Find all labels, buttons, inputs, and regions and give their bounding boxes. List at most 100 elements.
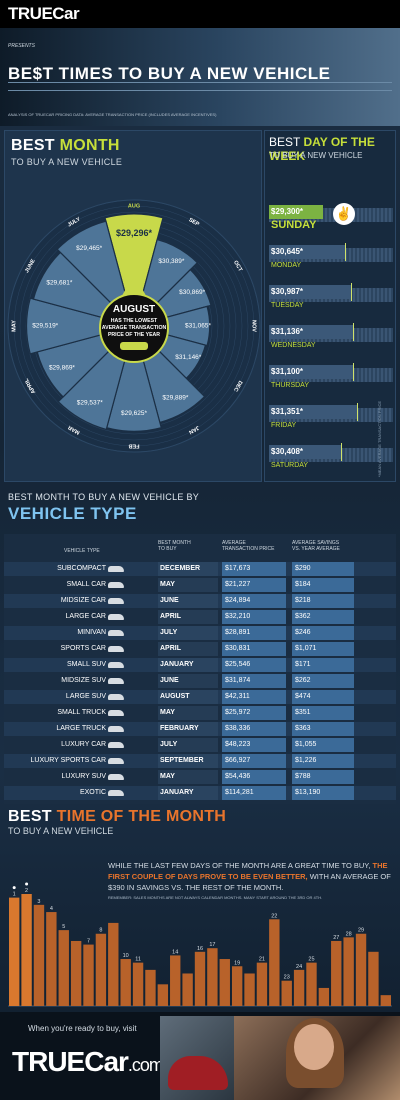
car-icon — [108, 646, 124, 652]
savings-cell: $788 — [292, 770, 354, 784]
best-month-cell: SEPTEMBER — [158, 754, 218, 768]
month-name-may: MAY — [11, 320, 17, 332]
best-month-cell: JUNE — [158, 594, 218, 608]
time-of-month-note: REMEMBER: SALES MONTHS ARE NOT ALWAYS CA… — [108, 895, 323, 900]
car-icon — [108, 678, 124, 684]
vehicle-type-cell: MIDSIZE SUV — [61, 677, 106, 684]
car-icon — [108, 630, 124, 636]
day-marker — [341, 443, 343, 461]
car-icon — [108, 566, 124, 572]
best-month-cell: MAY — [158, 578, 218, 592]
footer-logo[interactable]: TRUECar — [12, 1046, 129, 1077]
month-name-mar: MAR — [67, 424, 81, 435]
title-highlight: DAY OF THE WEEK — [269, 135, 375, 163]
price-cell: $31,874 — [222, 674, 286, 688]
day-bar-2 — [21, 894, 32, 1006]
day-label-8: 8 — [99, 928, 102, 934]
highlight-dot — [12, 886, 16, 890]
month-price-june: $29,681* — [46, 280, 72, 287]
day-name: WEDNESDAY — [271, 342, 316, 349]
day-label-23: 23 — [284, 975, 290, 981]
time-of-month-description: WHILE THE LAST FEW DAYS OF THE MONTH ARE… — [108, 860, 393, 893]
truecar-link[interactable]: TRUECar.com — [12, 1046, 164, 1078]
best-month-cell: AUGUST — [158, 690, 218, 704]
day-bar-18 — [219, 959, 230, 1006]
price-cell: $25,546 — [222, 658, 286, 672]
day-bar-6 — [70, 940, 82, 1006]
price-cell: $24,894 — [222, 594, 286, 608]
car-icon — [108, 582, 124, 588]
vehicle-type-cell: SMALL SUV — [66, 661, 106, 668]
col-header-savings-1: AVERAGE SAVINGS — [292, 540, 340, 546]
day-price: $30,408* — [271, 447, 304, 456]
day-label-11: 11 — [135, 957, 141, 963]
table-row: MIDSIZE SUV JUNE $31,874 $262 — [4, 674, 396, 688]
best-month-cell: APRIL — [158, 642, 218, 656]
day-name: THURSDAY — [271, 382, 309, 389]
best-month-title: BEST MONTH — [11, 137, 120, 155]
day-bar-13 — [157, 984, 169, 1006]
title-prefix: BEST — [11, 137, 60, 154]
month-name-oct: OCT — [232, 260, 243, 274]
day-row-saturday: $30,408* SATURDAY — [269, 443, 393, 475]
savings-cell: $351 — [292, 706, 354, 720]
truecar-logo[interactable]: TRUECar — [8, 4, 80, 23]
vehicle-type-cell: LUXURY SUV — [61, 773, 106, 780]
car-icon — [108, 694, 124, 700]
day-bar — [269, 325, 354, 339]
best-day-subtitle: TO BUY A NEW VEHICLE — [269, 151, 363, 160]
car-illustration — [168, 1056, 228, 1090]
table-row: SUBCOMPACT DECEMBER $17,673 $290 — [4, 562, 396, 576]
woman-photo — [234, 1016, 400, 1100]
day-label-27: 27 — [333, 935, 339, 941]
center-month: AUGUST — [113, 304, 155, 315]
col-header-price-2: TRANSACTION PRICE — [222, 546, 275, 552]
center-disc — [99, 293, 169, 363]
footer-logo-com[interactable]: .com — [127, 1055, 164, 1075]
table-row: LARGE SUV AUGUST $42,311 $474 — [4, 690, 396, 704]
day-bar-14 — [170, 955, 181, 1006]
savings-cell: $362 — [292, 610, 354, 624]
price-cell: $48,223 — [222, 738, 286, 752]
vehicle-type-cell: SPORTS CAR — [60, 645, 106, 652]
vehicle-type-header: BEST MONTH TO BUY A NEW VEHICLE BY VEHIC… — [8, 492, 199, 524]
table-row: MINIVAN JULY $28,891 $246 — [4, 626, 396, 640]
day-label-19: 19 — [234, 960, 240, 966]
day-name: SUNDAY — [271, 219, 317, 231]
divider — [8, 90, 392, 91]
center-text: HAS THE LOWEST — [111, 318, 158, 324]
description-part-1: WHILE THE LAST FEW DAYS OF THE MONTH ARE… — [108, 861, 373, 870]
day-label-5: 5 — [62, 924, 65, 930]
footer-ready-text: When you're ready to buy, visit — [28, 1024, 137, 1033]
savings-cell: $218 — [292, 594, 354, 608]
price-cell: $17,673 — [222, 562, 286, 576]
day-price: $31,100* — [271, 367, 304, 376]
day-bar-16 — [194, 951, 206, 1006]
day-marker — [353, 323, 355, 341]
best-month-cell: JULY — [158, 738, 218, 752]
best-month-cell: MAY — [158, 770, 218, 784]
day-label-2: 2 — [25, 888, 28, 894]
day-price: $31,351* — [271, 407, 304, 416]
month-name-nov: NOV — [251, 320, 257, 332]
month-price-oct: $30,869* — [179, 289, 205, 296]
car-icon — [108, 598, 124, 604]
highlight-dot — [25, 882, 29, 886]
day-bar-28 — [343, 937, 354, 1006]
car-icon — [108, 742, 124, 748]
vehicle-type-cell: LUXURY CAR — [61, 741, 106, 748]
page-title: BE$T TIMES TO BUY A NEW VEHICLE — [8, 64, 331, 83]
best-month-cell: JULY — [158, 626, 218, 640]
vehicle-type-cell: LARGE TRUCK — [56, 725, 106, 732]
best-month-cell: JANUARY — [158, 658, 218, 672]
divider — [8, 82, 392, 83]
month-price-may: $29,519* — [32, 323, 58, 330]
best-month-cell: MAY — [158, 706, 218, 720]
day-marker — [345, 243, 347, 261]
day-marker — [350, 283, 352, 301]
day-label-3: 3 — [37, 899, 40, 905]
day-label-21: 21 — [259, 957, 265, 963]
col-header-price: AVERAGE TRANSACTION PRICE — [222, 540, 275, 552]
day-bar-20 — [244, 973, 255, 1006]
savings-cell: $246 — [292, 626, 354, 640]
